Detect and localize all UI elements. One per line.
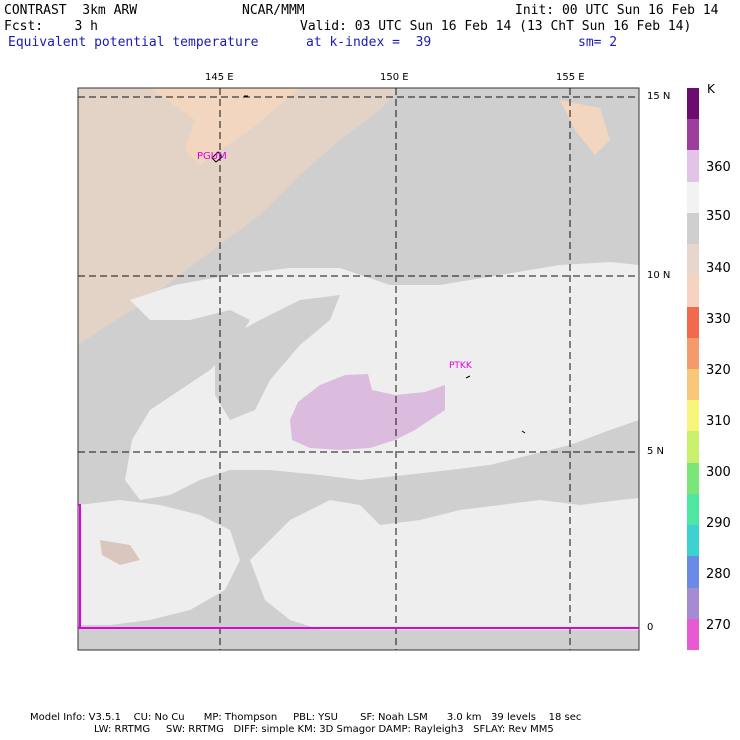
field-355-lower <box>250 498 639 640</box>
colorbar-segment <box>687 275 699 308</box>
lon-label-145: 145 E <box>205 72 234 83</box>
field-name: Equivalent potential temperature <box>8 35 259 50</box>
field-345-patch <box>150 88 300 165</box>
colorbar-label-280: 280 <box>706 567 731 582</box>
colorbar-label-340: 340 <box>706 261 731 276</box>
colorbar-unit: K <box>707 82 715 96</box>
lon-label-155: 155 E <box>556 72 585 83</box>
colorbar-segment <box>687 306 699 339</box>
colorbar-segment <box>687 525 699 557</box>
forecast-hour: Fcst: 3 h <box>4 19 98 34</box>
map-border <box>77 87 640 651</box>
model-info-line1: Model Info: V3.5.1 CU: No Cu MP: Thompso… <box>30 712 582 723</box>
colorbar-label-330: 330 <box>706 312 731 327</box>
colorbar-segment <box>687 556 699 589</box>
colorbar-label-350: 350 <box>706 209 731 224</box>
lat-label-0: 0 <box>647 622 654 633</box>
colorbar-label-320: 320 <box>706 363 731 378</box>
colorbar-segment <box>687 181 699 214</box>
colorbar-label-310: 310 <box>706 414 731 429</box>
valid-time: Valid: 03 UTC Sun 16 Feb 14 (13 ChT Sun … <box>300 19 692 34</box>
colorbar-segment <box>687 431 699 464</box>
field-355-left-patch <box>78 500 240 625</box>
colorbar-label-270: 270 <box>706 618 731 633</box>
field-350-tongue <box>215 295 340 420</box>
lon-label-150: 150 E <box>380 72 409 83</box>
colorbar <box>687 88 699 651</box>
colorbar-segment <box>687 337 699 370</box>
field-340-band <box>78 88 400 345</box>
colorbar-label-360: 360 <box>706 160 731 175</box>
init-time: Init: 00 UTC Sun 16 Feb 14 <box>515 3 719 18</box>
colorbar-segment <box>687 88 699 120</box>
smoothing-label: sm= 2 <box>578 35 618 50</box>
field-350-bottom <box>78 630 639 650</box>
colorbar-segment <box>687 150 699 183</box>
guam-island <box>211 151 223 163</box>
field-355-region <box>125 262 639 500</box>
field-345-patch-b <box>560 100 610 155</box>
colorbar-segment <box>687 400 699 432</box>
colorbar-segment <box>687 212 699 245</box>
center-label: NCAR/MMM <box>242 3 305 18</box>
colorbar-segment <box>687 369 699 401</box>
colorbar-segments <box>687 88 699 651</box>
lat-label-15n: 15 N <box>647 91 671 102</box>
field-340-speck <box>100 540 140 565</box>
lat-label-5n: 5 N <box>647 446 665 457</box>
graticule <box>78 88 639 650</box>
island-marker-b <box>521 430 526 434</box>
colorbar-label-300: 300 <box>706 465 731 480</box>
colorbar-label-290: 290 <box>706 516 731 531</box>
chuuk-island <box>465 375 471 379</box>
colorbar-segment <box>687 618 699 651</box>
station-label-pgum: PGUM <box>197 151 227 162</box>
model-info-line2: LW: RRTMG SW: RRTMG DIFF: simple KM: 3D … <box>94 724 554 735</box>
station-label-ptkk: PTKK <box>449 361 472 371</box>
level-label: at k-index = 39 <box>306 35 432 50</box>
colorbar-segment <box>687 493 699 526</box>
colorbar-segment <box>687 244 699 276</box>
colorbar-segment <box>687 587 699 620</box>
model-title: CONTRAST 3km ARW <box>4 3 138 18</box>
colorbar-segment <box>687 462 699 495</box>
theta-e-field <box>78 88 639 650</box>
field-360-blob <box>290 374 445 450</box>
colorbar-segment <box>687 119 699 151</box>
lat-label-10n: 10 N <box>647 270 671 281</box>
